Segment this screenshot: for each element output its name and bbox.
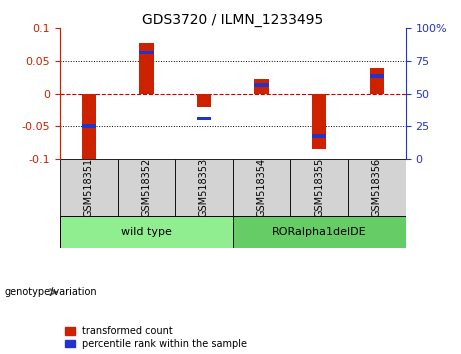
Bar [118,159,175,216]
Bar [254,79,269,94]
Bar [197,94,211,107]
Bar [254,83,269,87]
Bar [233,216,406,248]
Bar [312,94,326,149]
Legend: transformed count, percentile rank within the sample: transformed count, percentile rank withi… [65,326,247,349]
Text: GSM518352: GSM518352 [142,158,151,217]
Text: GSM518354: GSM518354 [257,158,266,217]
Bar [139,51,154,55]
Bar [175,159,233,216]
Bar [348,159,406,216]
Bar [60,216,233,248]
Bar [60,159,118,216]
Bar [370,74,384,78]
Bar [312,134,326,138]
Text: GSM518351: GSM518351 [84,158,94,217]
Text: GSM518356: GSM518356 [372,158,382,217]
Text: RORalpha1delDE: RORalpha1delDE [272,227,366,237]
Bar [82,94,96,160]
Text: GSM518353: GSM518353 [199,158,209,217]
Bar [139,43,154,94]
Title: GDS3720 / ILMN_1233495: GDS3720 / ILMN_1233495 [142,13,324,27]
Bar [370,68,384,94]
Bar [290,159,348,216]
Text: genotype/variation: genotype/variation [5,287,97,297]
Bar [82,124,96,128]
Bar [197,116,211,120]
Bar [233,159,290,216]
Text: wild type: wild type [121,227,172,237]
Text: GSM518355: GSM518355 [314,158,324,217]
